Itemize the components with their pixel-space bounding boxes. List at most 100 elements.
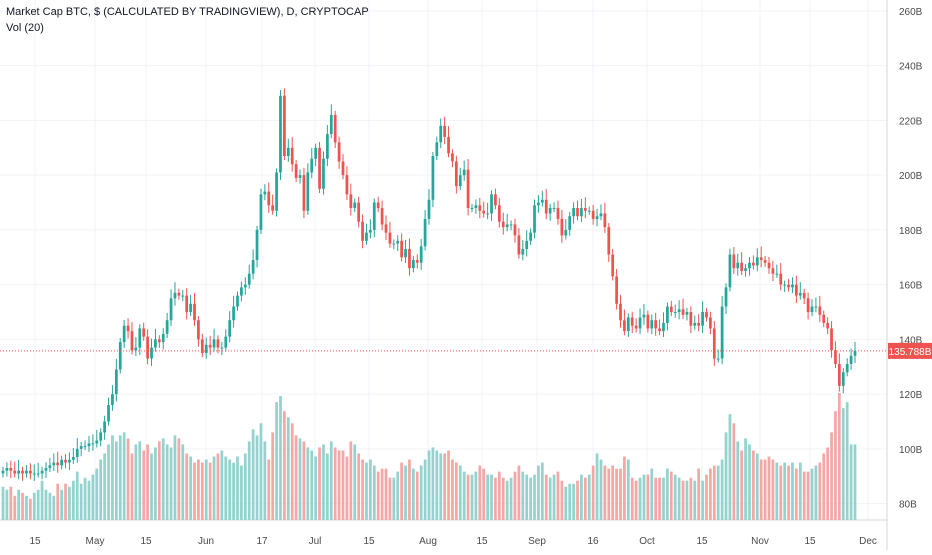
volume-bar	[654, 477, 658, 520]
candle-body	[216, 339, 220, 348]
volume-bar	[365, 462, 368, 520]
volume-bar	[720, 459, 724, 520]
candle-body	[466, 169, 470, 208]
volume-bar	[466, 474, 470, 520]
candle-body	[1, 470, 5, 474]
volume-bar	[443, 453, 447, 520]
volume-bar	[689, 477, 693, 520]
candle-body	[537, 202, 540, 206]
volume-bar	[283, 411, 286, 520]
volume-bar	[818, 462, 822, 520]
candle-body	[517, 235, 521, 255]
candle-body	[283, 95, 286, 156]
candle-body	[68, 459, 71, 463]
x-tick-label: 15	[696, 536, 708, 547]
volume-bar	[314, 456, 318, 520]
candle-body	[204, 344, 208, 354]
volume-bar	[814, 465, 818, 520]
volume-bar	[150, 453, 153, 520]
volume-bar	[795, 468, 798, 520]
volume-bar	[36, 489, 40, 520]
volume-bar	[333, 447, 337, 520]
candle-body	[111, 394, 114, 406]
candle-body	[607, 227, 611, 255]
candle-body	[322, 158, 325, 189]
volume-bar	[28, 498, 32, 520]
candle-body	[28, 470, 32, 474]
candle-body	[669, 306, 673, 312]
candle-body	[388, 232, 392, 244]
candle-body	[200, 339, 204, 354]
volume-bar	[853, 444, 857, 520]
volume-bar	[21, 492, 24, 520]
candle-body	[44, 468, 48, 471]
volume-bar	[290, 423, 294, 520]
volume-bar	[388, 477, 392, 520]
volume-bar	[451, 459, 454, 520]
volume-bar	[302, 441, 306, 520]
x-tick-label: Oct	[639, 536, 655, 547]
volume-bar	[392, 477, 396, 520]
candle-body	[107, 405, 110, 422]
candle-body	[638, 317, 642, 329]
volume-bar	[783, 462, 787, 520]
volume-bar	[400, 462, 404, 520]
volume-bar	[95, 468, 99, 520]
volume-bar	[361, 459, 364, 520]
volume-bar	[462, 471, 466, 520]
volume-bar	[60, 489, 63, 520]
y-tick-label: 200B	[899, 171, 923, 182]
volume-bar	[263, 441, 267, 520]
volume-bar	[1, 486, 5, 520]
candle-body	[560, 218, 564, 236]
candle-body	[372, 202, 376, 230]
volume-bar	[595, 453, 599, 520]
volume-bar	[724, 432, 728, 520]
volume-bar	[693, 480, 697, 520]
volume-bar	[372, 465, 376, 520]
volume-bar	[615, 468, 618, 520]
candle-body	[787, 284, 790, 288]
candle-body	[290, 147, 294, 165]
volume-bar	[478, 465, 482, 520]
candle-body	[709, 317, 712, 329]
volume-bar	[114, 441, 118, 520]
candle-body	[247, 273, 251, 285]
candle-body	[228, 320, 232, 337]
candle-body	[380, 208, 384, 225]
candle-body	[157, 339, 161, 343]
candle-body	[693, 322, 697, 326]
volume-bar	[837, 393, 841, 520]
candle-body	[271, 205, 275, 211]
candle-body	[697, 322, 701, 326]
y-tick-label: 140B	[899, 335, 923, 346]
candle-body	[494, 194, 497, 206]
volume-bar	[673, 474, 677, 520]
candle-body	[349, 194, 353, 208]
candle-body	[240, 287, 243, 296]
volume-bar	[626, 459, 630, 520]
volume-bar	[497, 471, 501, 520]
volume-bar	[25, 495, 28, 520]
candle-body	[802, 292, 806, 299]
volume-bar	[728, 414, 732, 520]
candle-body	[845, 364, 849, 373]
x-tick-label: Aug	[419, 536, 437, 547]
candle-body	[611, 254, 615, 277]
candle-body	[161, 333, 165, 343]
volume-bar	[236, 456, 239, 520]
volume-bar	[9, 486, 13, 520]
volume-bar	[431, 447, 435, 520]
volume-bar	[130, 453, 134, 520]
volume-bar	[193, 462, 196, 520]
volume-bar	[521, 471, 525, 520]
volume-bar	[294, 435, 298, 520]
candle-body	[732, 254, 736, 269]
candle-body	[408, 249, 411, 269]
candle-body	[279, 95, 282, 173]
candle-body	[580, 208, 583, 217]
candle-body	[830, 328, 833, 351]
candle-body	[99, 432, 103, 441]
